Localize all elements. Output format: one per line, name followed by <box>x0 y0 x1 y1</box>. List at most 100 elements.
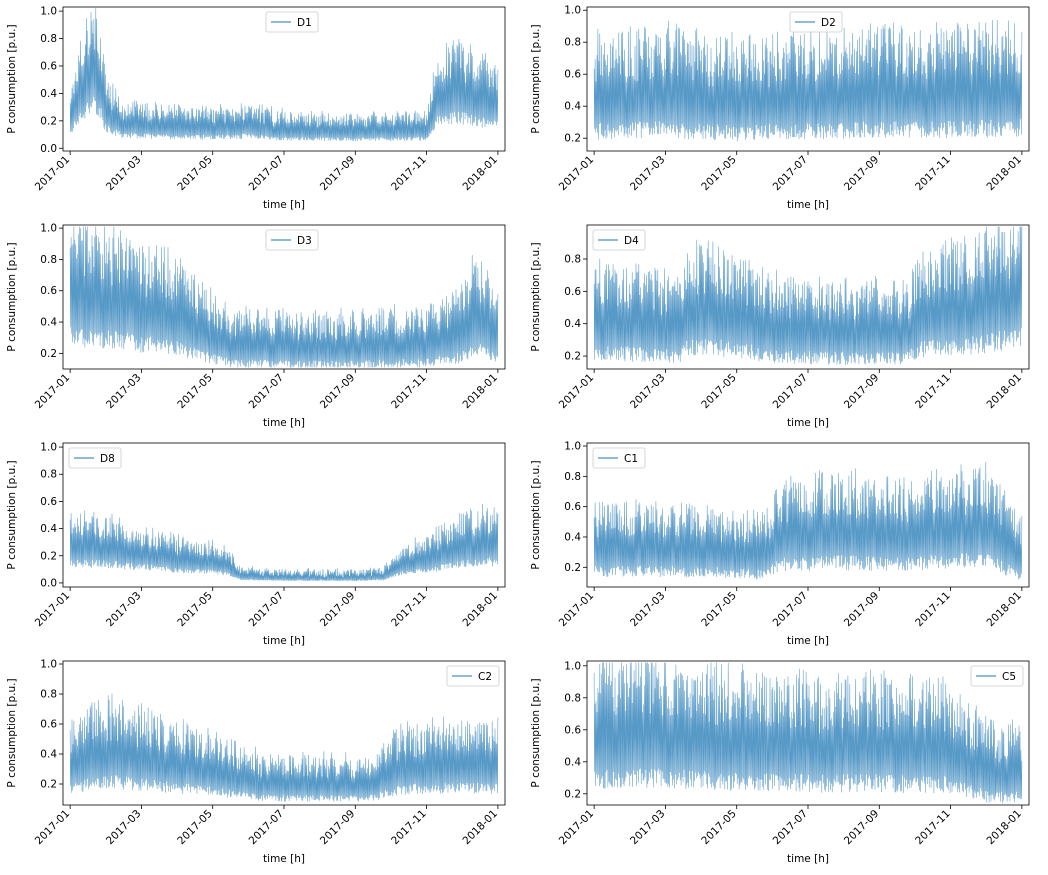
d8-xtick-label-0: 2017-01 <box>33 590 73 630</box>
d2-ylabel: P consumption [p.u.] <box>530 24 542 133</box>
d4-xlabel: time [h] <box>787 417 829 429</box>
c2-xtick-label-5: 2017-11 <box>389 808 429 848</box>
c5-legend: C5 <box>970 665 1024 687</box>
d2-plot-frame <box>586 6 1030 152</box>
d2-ytick-label-4: 1.0 <box>564 5 581 17</box>
d8-ytick-label-4: 0.8 <box>40 469 57 481</box>
c2-ytick-label-2: 0.6 <box>40 719 57 731</box>
d3-legend-label: D3 <box>297 235 312 247</box>
c2-ylabel: P consumption [p.u.] <box>6 678 18 787</box>
d2-legend-label: D2 <box>821 17 836 29</box>
chart-panel-c1: 0.2 0.4 0.6 0.8 1.0 2017-01 2017-03 2017-05 2017… <box>524 436 1048 654</box>
d4-xtick-label-1: 2017-03 <box>628 372 668 412</box>
d3-xtick-label-2: 2017-05 <box>175 372 215 412</box>
chart-panel-d4: 0.2 0.4 0.6 0.8 2017-01 2017-03 2017-05 2017-07… <box>524 218 1048 436</box>
c2-legend-box <box>446 665 500 687</box>
d2-legend: D2 <box>789 11 843 33</box>
c5-plot-frame <box>586 660 1030 806</box>
d4-ytick-label-2: 0.6 <box>564 286 581 298</box>
chart-panel-c2: 0.2 0.4 0.6 0.8 1.0 2017-01 2017-03 2017-05 2017… <box>0 654 524 872</box>
d2-ytick-label-3: 0.8 <box>564 37 581 49</box>
d8-legend-box <box>68 447 122 469</box>
d4-xtick-label-3: 2017-07 <box>771 372 811 412</box>
d4-legend-label: D4 <box>624 235 639 247</box>
d2-xtick-label-0: 2017-01 <box>557 154 597 194</box>
chart-d1: 0.0 0.2 0.4 0.6 0.8 1.0 2017-01 2017-03 2017-05 2… <box>6 6 506 211</box>
c2-xlabel: time [h] <box>263 853 305 865</box>
d4-plot-frame <box>586 224 1030 370</box>
d3-xlabel: time [h] <box>263 417 305 429</box>
d8-ytick-label-2: 0.4 <box>40 523 57 535</box>
chart-panel-d2: 0.2 0.4 0.6 0.8 1.0 2017-01 2017-03 2017-05 2017… <box>524 0 1048 218</box>
d3-xtick-label-0: 2017-01 <box>33 372 73 412</box>
c1-ytick-label-3: 0.8 <box>564 471 581 483</box>
d3-xtick-label-3: 2017-07 <box>247 372 287 412</box>
chart-c1: 0.2 0.4 0.6 0.8 1.0 2017-01 2017-03 2017-05 2017… <box>530 441 1030 647</box>
d3-legend-box <box>265 229 319 251</box>
chart-panel-d1: 0.0 0.2 0.4 0.6 0.8 1.0 2017-01 2017-03 2017-05 2… <box>0 0 524 218</box>
c1-legend: C1 <box>592 447 646 469</box>
c5-xtick-label-3: 2017-07 <box>771 808 811 848</box>
c5-ytick-label-2: 0.6 <box>564 724 581 736</box>
c5-ytick-label-0: 0.2 <box>564 788 581 800</box>
c2-legend-label: C2 <box>478 671 492 683</box>
d1-xtick-label-1: 2017-03 <box>104 154 144 194</box>
d2-xtick-label-6: 2018-01 <box>984 154 1024 194</box>
d3-ytick-label-4: 1.0 <box>40 223 57 235</box>
c1-ytick-label-0: 0.2 <box>564 562 581 574</box>
d4-legend: D4 <box>592 229 646 251</box>
chart-panel-c5: 0.2 0.4 0.6 0.8 1.0 2017-01 2017-03 2017-05 2017… <box>524 654 1048 872</box>
d4-ytick-label-3: 0.8 <box>564 253 581 265</box>
d3-xtick-label-6: 2018-01 <box>460 372 500 412</box>
d1-ytick-label-0: 0.0 <box>40 143 57 155</box>
chart-panel-d3: 0.2 0.4 0.6 0.8 1.0 2017-01 2017-03 2017-05 2017… <box>0 218 524 436</box>
d8-ytick-label-5: 1.0 <box>40 442 57 454</box>
d2-ytick-label-0: 0.2 <box>564 133 581 145</box>
d8-xtick-label-6: 2018-01 <box>460 590 500 630</box>
d3-xtick-label-1: 2017-03 <box>104 372 144 412</box>
c2-xtick-label-0: 2017-01 <box>33 808 73 848</box>
c5-xtick-label-5: 2017-11 <box>913 808 953 848</box>
c2-series-line <box>69 693 499 802</box>
c5-legend-box <box>970 665 1024 687</box>
c5-ylabel: P consumption [p.u.] <box>530 678 542 787</box>
d8-ytick-label-0: 0.0 <box>40 577 57 589</box>
c1-xtick-label-0: 2017-01 <box>557 590 597 630</box>
d1-ytick-label-5: 1.0 <box>40 6 57 18</box>
d8-legend: D8 <box>68 447 122 469</box>
d4-xtick-label-2: 2017-05 <box>699 372 739 412</box>
c5-ytick-label-4: 1.0 <box>564 660 581 672</box>
d4-xtick-label-4: 2017-09 <box>842 372 882 412</box>
d4-series-line <box>593 226 1023 366</box>
c5-xtick-label-0: 2017-01 <box>557 808 597 848</box>
d1-ytick-label-2: 0.4 <box>40 88 57 100</box>
c2-plot-frame <box>62 660 506 806</box>
d3-series-line <box>69 226 499 368</box>
d2-xtick-label-1: 2017-03 <box>628 154 668 194</box>
c1-legend-box <box>592 447 646 469</box>
c2-xtick-label-1: 2017-03 <box>104 808 144 848</box>
c2-xtick-label-3: 2017-07 <box>247 808 287 848</box>
d1-legend-box <box>265 11 319 33</box>
d1-ytick-label-4: 0.8 <box>40 33 57 45</box>
d1-ytick-label-1: 0.2 <box>40 115 57 127</box>
c1-xtick-label-3: 2017-07 <box>771 590 811 630</box>
d1-xtick-label-2: 2017-05 <box>175 154 215 194</box>
c5-xlabel: time [h] <box>787 853 829 865</box>
chart-c5: 0.2 0.4 0.6 0.8 1.0 2017-01 2017-03 2017-05 2017… <box>530 660 1030 865</box>
d3-ytick-label-2: 0.6 <box>40 285 57 297</box>
c1-ytick-label-1: 0.4 <box>564 531 581 543</box>
chart-panel-d8: 0.0 0.2 0.4 0.6 0.8 1.0 2017-01 2017-03 2017-05 2… <box>0 436 524 654</box>
d4-legend-box <box>592 229 646 251</box>
c2-xtick-label-6: 2018-01 <box>460 808 500 848</box>
c5-xtick-label-1: 2017-03 <box>628 808 668 848</box>
d2-xtick-label-3: 2017-07 <box>771 154 811 194</box>
c2-ytick-label-4: 1.0 <box>40 659 57 671</box>
d4-ylabel: P consumption [p.u.] <box>530 242 542 351</box>
c5-series-line <box>593 662 1023 804</box>
d1-ylabel: P consumption [p.u.] <box>6 24 18 133</box>
d1-ytick-label-3: 0.6 <box>40 60 57 72</box>
d3-ytick-label-3: 0.8 <box>40 254 57 266</box>
d1-xlabel: time [h] <box>263 199 305 211</box>
